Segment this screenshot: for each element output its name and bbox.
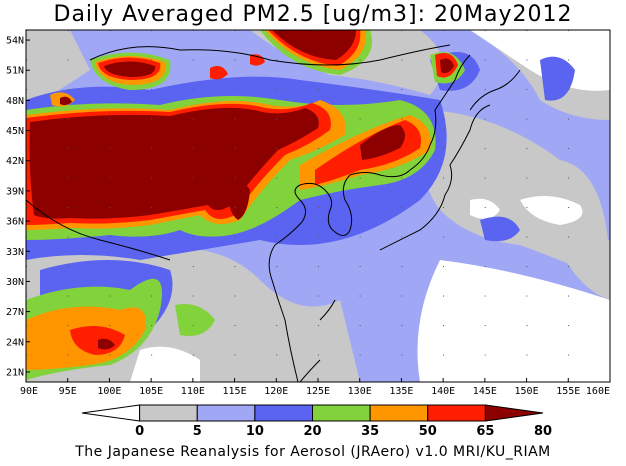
grid-dots xyxy=(26,30,610,382)
colorbar-swatch xyxy=(369,404,429,422)
lon-tick-label: 150E xyxy=(515,386,539,397)
coastlines xyxy=(26,44,521,382)
lon-tick-label: 155E xyxy=(556,386,580,397)
lon-tick-label: 160E xyxy=(586,386,610,397)
colorbar-labels: 0 5 10 20 35 50 65 80 xyxy=(135,424,552,439)
lat-tick-label: 33N xyxy=(6,247,24,258)
colorbar-boxes xyxy=(81,404,544,422)
lat-tick-label: 42N xyxy=(6,156,24,167)
lon-tick-label: 95E xyxy=(59,386,77,397)
colorbar-label: 0 xyxy=(135,424,144,439)
lat-tick-label: 30N xyxy=(6,277,24,288)
lat-tick-label: 48N xyxy=(6,96,24,107)
colorbar-swatch xyxy=(81,404,141,422)
map-title: Daily Averaged PM2.5 [ug/m3]: 20May2012 xyxy=(53,2,573,27)
colorbar-swatch xyxy=(196,404,256,422)
colorbar-swatch xyxy=(312,404,371,422)
colorbar-label: 35 xyxy=(361,424,379,439)
colorbar-swatch xyxy=(139,404,198,422)
colorbar-swatch xyxy=(254,404,313,422)
colorbar-label: 5 xyxy=(193,424,202,439)
lat-tick-label: 45N xyxy=(6,126,24,137)
colorbar-label: 65 xyxy=(476,424,494,439)
colorbar-label: 20 xyxy=(303,424,321,439)
colorbar: 0 5 10 20 35 50 65 80 xyxy=(81,404,552,439)
lat-ticks: 54N 51N 48N 45N 42N 39N 36N 33N 30N 27N 24N 21N xyxy=(6,36,30,378)
lat-tick-label: 21N xyxy=(6,367,24,378)
lon-tick-label: 100E xyxy=(97,386,121,397)
lat-tick-label: 36N xyxy=(6,217,24,228)
lon-ticks: 90E 95E 100E 105E 110E 115E 120E 125E 130E 135E 14… xyxy=(20,378,611,397)
lon-tick-label: 135E xyxy=(389,386,413,397)
colorbar-label: 10 xyxy=(246,424,264,439)
colorbar-label: 50 xyxy=(419,424,437,439)
footer-credit: The Japanese Reanalysis for Aerosol (JRA… xyxy=(75,444,551,460)
pm25-map: 54N 51N 48N 45N 42N 39N 36N 33N 30N 27N 24N 21N 90E… xyxy=(6,29,611,397)
colorbar-swatch xyxy=(484,404,544,422)
lon-tick-label: 140E xyxy=(431,386,455,397)
lon-tick-label: 115E xyxy=(223,386,247,397)
lat-tick-label: 39N xyxy=(6,186,24,197)
lat-tick-label: 51N xyxy=(6,66,24,77)
colorbar-swatch xyxy=(427,404,486,422)
lon-tick-label: 130E xyxy=(348,386,372,397)
lon-tick-label: 90E xyxy=(20,386,38,397)
lon-tick-label: 110E xyxy=(181,386,205,397)
colorbar-label: 80 xyxy=(534,424,552,439)
lon-tick-label: 125E xyxy=(306,386,330,397)
lat-tick-label: 54N xyxy=(6,36,24,47)
lon-tick-label: 120E xyxy=(264,386,288,397)
lon-tick-label: 145E xyxy=(473,386,497,397)
lon-tick-label: 105E xyxy=(139,386,163,397)
lat-tick-label: 27N xyxy=(6,307,24,318)
lat-tick-label: 24N xyxy=(6,337,24,348)
pm25-field xyxy=(26,30,610,382)
